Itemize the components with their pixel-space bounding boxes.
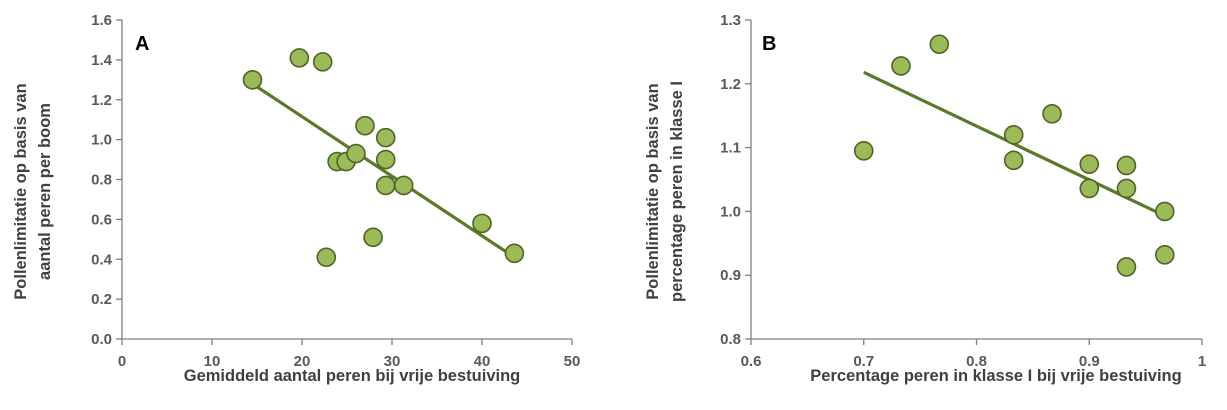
x-tick-label: 40 (474, 353, 491, 370)
data-point (1116, 155, 1137, 176)
data-point (346, 143, 366, 164)
y-tick-label: 0.6 (91, 211, 112, 228)
data-point (853, 140, 874, 161)
y-tick-label: 0.4 (91, 251, 113, 268)
scatter-chart-a: 0.0 0.2 0.4 0.6 0.8 1.0 1.2 1.4 1.6 0 10 20 30 40 50 A G… (12, 12, 581, 385)
y-tick-label: 1.0 (720, 203, 741, 220)
y-axis-title-line-1-a: Pollenlimitatie op basis van (12, 83, 30, 299)
chart-panel-a: 0.0 0.2 0.4 0.6 0.8 1.0 1.2 1.4 1.6 0 10 20 30 40 50 A G… (0, 0, 600, 410)
x-axis-title-a: Gemiddeld aantal peren bij vrije bestuiv… (184, 367, 521, 385)
y-tick-label: 0.8 (720, 331, 741, 348)
trendline-a (251, 82, 516, 259)
data-point (1154, 244, 1175, 265)
data-point (1079, 178, 1100, 199)
data-point (472, 213, 492, 234)
scatter-chart-b: 0.8 0.9 1.0 1.1 1.2 1.3 0.6 0.7 0.8 0.9 1 B Percenta… (644, 12, 1206, 385)
data-point (929, 34, 950, 55)
y-tick-label: 0.2 (91, 291, 112, 308)
data-point (289, 48, 310, 68)
x-tick-label: 20 (294, 353, 311, 370)
x-tick-label: 0.9 (1079, 353, 1100, 370)
panel-label-a: A (135, 33, 149, 55)
x-tick-label: 0 (118, 353, 126, 370)
data-point (1154, 201, 1175, 222)
data-point (393, 175, 414, 196)
x-tick-label: 0.8 (966, 353, 987, 370)
y-tick-label: 1.2 (91, 92, 112, 109)
x-tick-label: 0.6 (741, 353, 762, 370)
data-point (1116, 257, 1137, 277)
data-point (1079, 154, 1100, 174)
data-point (312, 52, 333, 72)
y-axis-title-line-2-a: aantal peren per boom (36, 103, 54, 280)
y-tick-label: 1.3 (720, 12, 741, 29)
y-tick-label: 0.9 (720, 267, 741, 284)
data-point (355, 115, 375, 136)
x-axis-title-b: Percentage peren in klasse I bij vrije b… (810, 367, 1181, 385)
data-point (504, 243, 525, 264)
data-point (316, 247, 337, 268)
data-point (1003, 150, 1024, 171)
data-point (375, 149, 396, 170)
y-axis-title-line-2-b: percentage peren in klasse I (668, 81, 686, 302)
data-point (1116, 178, 1137, 199)
panel-label-b: B (762, 33, 776, 55)
data-point (1042, 103, 1062, 124)
y-axis-title-line-1-b: Pollenlimitatie op basis van (644, 83, 662, 299)
x-tick-label: 1 (1198, 353, 1206, 370)
data-point (891, 56, 911, 76)
data-point (375, 127, 396, 148)
y-tick-label: 0.8 (91, 172, 112, 189)
y-tick-label: 1.6 (91, 12, 112, 29)
y-tick-label: 1.0 (91, 132, 112, 149)
y-tick-label: 1.2 (720, 76, 741, 93)
data-point (375, 175, 396, 196)
y-tick-label: 0.0 (91, 331, 112, 348)
data-point (1003, 125, 1024, 145)
y-tick-label: 1.1 (720, 140, 741, 157)
chart-panel-b: 0.8 0.9 1.0 1.1 1.2 1.3 0.6 0.7 0.8 0.9 1 B Percenta… (620, 0, 1227, 410)
y-tick-label: 1.4 (91, 52, 113, 69)
data-point (242, 70, 263, 90)
x-tick-label: 10 (204, 353, 221, 370)
x-tick-label: 30 (384, 353, 401, 370)
x-tick-label: 50 (564, 353, 581, 370)
data-point (363, 227, 383, 248)
x-tick-label: 0.7 (853, 353, 874, 370)
